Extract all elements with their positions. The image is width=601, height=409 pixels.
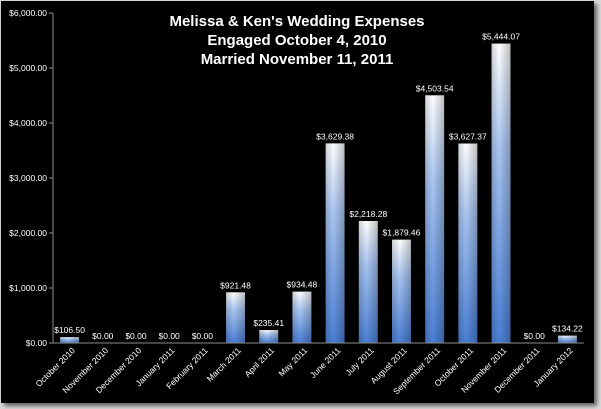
data-label: $5,444.07 <box>482 32 520 42</box>
x-tick-label: March 2011 <box>205 345 244 384</box>
chart-title-line-2: Engaged October 4, 2010 <box>207 32 386 49</box>
data-labels: $106.50 $0.00 $0.00 $0.00 $0.00 $921.48 $235.4… <box>54 32 583 341</box>
y-axis: $0.00 $1,000.00 $2,000.00 $3,000.00 $4,000.0… <box>9 8 54 348</box>
y-tick-label: $0.00 <box>26 338 48 348</box>
x-tick-label: July 2011 <box>343 345 376 378</box>
bar-shading <box>292 291 312 343</box>
data-label: $3,629.38 <box>316 131 354 141</box>
bar-shading <box>392 239 411 343</box>
chart-title-line-1: Melissa & Ken's Wedding Expenses <box>169 13 424 30</box>
bar-shading <box>425 95 445 343</box>
data-label: $0.00 <box>524 331 546 341</box>
data-label: $1,879.46 <box>383 228 421 238</box>
data-label: $0.00 <box>192 331 214 341</box>
bar-chart: Melissa & Ken's Wedding Expenses Engaged… <box>9 8 584 396</box>
bar-shading <box>458 143 478 343</box>
data-label: $0.00 <box>125 331 147 341</box>
data-label: $235.41 <box>253 318 284 328</box>
data-label: $106.50 <box>54 325 85 335</box>
data-label: $0.00 <box>92 331 114 341</box>
y-tick-label: $6,000.00 <box>9 8 47 18</box>
y-tick-label: $1,000.00 <box>9 283 47 293</box>
chart-title: Melissa & Ken's Wedding Expenses Engaged… <box>169 13 424 68</box>
bar-shading <box>358 220 378 343</box>
data-label: $4,503.54 <box>416 83 454 93</box>
data-label: $2,218.28 <box>349 209 387 219</box>
bar-shading <box>60 337 80 343</box>
y-tick-label: $4,000.00 <box>9 118 47 128</box>
bar-shading <box>226 292 245 343</box>
bar-shading <box>259 330 279 343</box>
bar-shading <box>557 335 577 343</box>
x-tick-label: May 2011 <box>276 345 309 378</box>
bar-shading <box>325 143 345 343</box>
y-tick-label: $3,000.00 <box>9 173 47 183</box>
data-label: $921.48 <box>220 280 251 290</box>
chart-title-line-3: Married November 11, 2011 <box>201 51 394 68</box>
y-tick-label: $2,000.00 <box>9 228 47 238</box>
x-tick-label: April 2011 <box>242 345 276 379</box>
y-tick-label: $5,000.00 <box>9 63 47 73</box>
chart-frame: Melissa & Ken's Wedding Expenses Engaged… <box>1 1 594 403</box>
data-label: $0.00 <box>159 331 181 341</box>
bar-series <box>60 43 577 344</box>
x-tick-label: June 2011 <box>308 345 343 380</box>
bar-shading <box>491 43 511 344</box>
data-label: $934.48 <box>287 280 318 290</box>
data-label: $134.22 <box>552 324 583 334</box>
data-label: $3,627.37 <box>449 131 487 141</box>
